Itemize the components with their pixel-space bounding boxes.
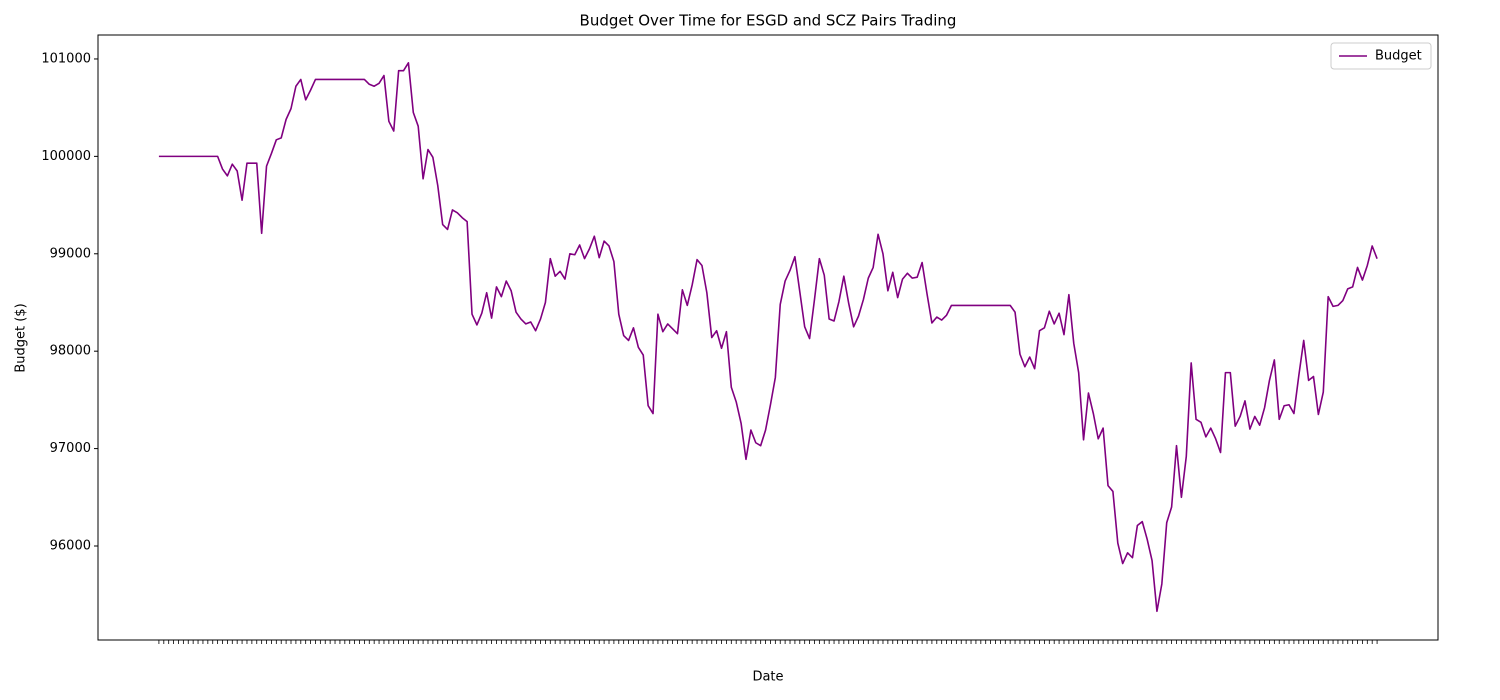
y-tick-label: 99000 <box>50 246 91 261</box>
y-tick-label: 97000 <box>50 441 91 456</box>
line-series <box>158 62 1378 613</box>
y-axis-label: Budget ($) <box>14 303 29 372</box>
y-tick-label: 98000 <box>50 344 91 359</box>
legend-label: Budget <box>1375 49 1422 64</box>
y-tick-label: 101000 <box>41 51 91 66</box>
legend-box <box>1330 42 1432 70</box>
plot-frame <box>97 34 1439 641</box>
y-tick-label: 100000 <box>41 149 91 164</box>
x-axis-label: Date <box>752 670 783 685</box>
chart-title: Budget Over Time for ESGD and SCZ Pairs … <box>580 12 957 30</box>
y-tick-label: 96000 <box>50 539 91 554</box>
